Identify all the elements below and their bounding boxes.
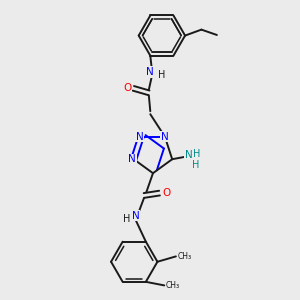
Text: N: N [161,132,169,142]
Text: O: O [162,188,170,198]
Text: N: N [132,211,140,221]
Text: N: N [128,154,136,164]
Text: H: H [192,160,200,170]
Text: N: N [185,150,192,161]
Text: CH₃: CH₃ [166,281,180,290]
Text: CH₃: CH₃ [177,252,191,261]
Text: N: N [136,132,143,142]
Text: N: N [146,67,154,77]
Text: H: H [158,70,166,80]
Text: H: H [193,149,201,160]
Text: O: O [123,83,131,93]
Text: H: H [122,214,130,224]
